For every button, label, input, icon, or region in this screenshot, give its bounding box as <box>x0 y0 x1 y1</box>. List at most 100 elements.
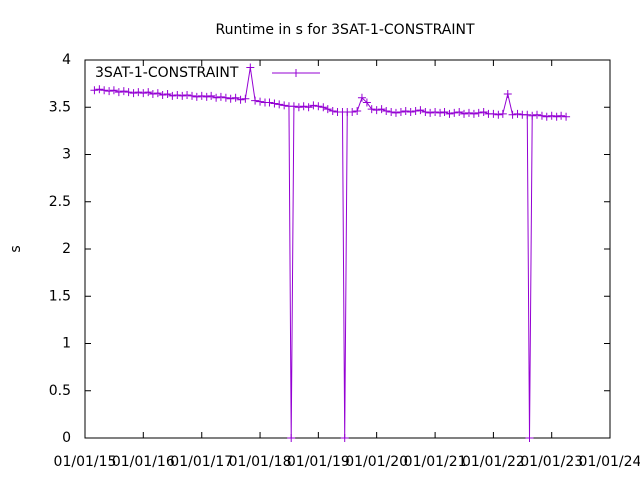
data-point <box>129 89 138 98</box>
data-point <box>387 107 396 116</box>
data-point <box>114 88 123 97</box>
data-point <box>207 91 216 100</box>
data-point <box>231 93 240 102</box>
data-point <box>289 102 298 111</box>
data-point <box>173 90 182 99</box>
y-tick-label: 3.5 <box>49 99 71 115</box>
x-tick-label: 01/01/15 <box>54 454 117 470</box>
data-point <box>109 86 118 95</box>
x-tick-label: 01/01/18 <box>229 454 292 470</box>
data-point <box>537 111 546 120</box>
data-point <box>523 110 532 119</box>
data-point <box>105 87 114 96</box>
data-point <box>309 101 318 110</box>
data-point <box>319 103 328 112</box>
y-tick-label: 2 <box>62 241 71 257</box>
x-tick-label: 01/01/17 <box>170 454 233 470</box>
y-tick-label: 1.5 <box>49 288 71 304</box>
data-point <box>275 100 284 109</box>
data-point <box>396 107 405 116</box>
data-point <box>144 88 153 97</box>
data-point <box>168 91 177 100</box>
x-tick-label: 01/01/16 <box>112 454 175 470</box>
x-tick-label: 01/01/20 <box>345 454 408 470</box>
data-point <box>542 112 551 121</box>
x-tick-label: 01/01/22 <box>462 454 525 470</box>
chart-title: Runtime in s for 3SAT-1-CONSTRAINT <box>216 22 475 38</box>
data-point <box>100 86 109 95</box>
data-point <box>445 109 454 118</box>
y-tick-label: 2.5 <box>49 194 71 210</box>
data-point <box>124 88 133 97</box>
data-point <box>474 108 483 117</box>
data-point <box>431 107 440 116</box>
data-point <box>533 110 542 119</box>
data-point <box>353 107 362 116</box>
data-point <box>513 109 522 118</box>
data-point <box>265 98 274 107</box>
x-tick-label: 01/01/24 <box>579 454 640 470</box>
data-point <box>287 434 296 442</box>
data-point <box>525 434 534 442</box>
data-point <box>562 112 571 121</box>
y-tick-label: 0.5 <box>49 383 71 399</box>
data-point <box>251 96 260 105</box>
data-point <box>183 90 192 99</box>
data-point <box>148 90 157 99</box>
data-point <box>340 434 349 442</box>
x-tick-label: 01/01/21 <box>404 454 467 470</box>
data-point <box>158 90 167 99</box>
data-point <box>139 89 148 98</box>
data-point <box>426 108 435 117</box>
data-point <box>153 89 162 98</box>
data-point <box>416 106 425 115</box>
y-axis-label: s <box>8 245 24 252</box>
y-tick-label: 1 <box>62 336 71 352</box>
data-point <box>382 107 391 116</box>
data-point <box>95 85 104 94</box>
data-point <box>323 105 332 114</box>
data-point <box>236 95 245 104</box>
data-point <box>406 107 415 116</box>
data-point <box>280 101 289 110</box>
data-point <box>221 93 230 102</box>
legend-swatch <box>272 69 320 77</box>
data-point <box>440 107 449 116</box>
data-point <box>299 102 308 111</box>
data-point <box>202 92 211 101</box>
data-point <box>498 109 507 118</box>
data-point <box>455 107 464 116</box>
data-point <box>494 110 503 119</box>
data-point <box>362 98 371 107</box>
data-point <box>436 108 445 117</box>
data-point <box>188 91 197 100</box>
data-point <box>163 90 172 99</box>
data-point <box>391 108 400 117</box>
data-point <box>421 107 430 116</box>
data-point <box>90 86 99 95</box>
data-point <box>401 107 410 116</box>
y-tick-label: 0 <box>62 430 71 446</box>
data-point <box>241 94 250 103</box>
data-point <box>377 105 386 114</box>
data-point <box>294 103 303 112</box>
data-point <box>119 87 128 96</box>
data-point <box>348 107 357 116</box>
y-tick-label: 3 <box>62 147 71 163</box>
data-point <box>528 111 537 120</box>
x-tick-label: 01/01/19 <box>287 454 350 470</box>
data-point <box>246 63 255 72</box>
data-point <box>460 109 469 118</box>
data-point <box>226 94 235 103</box>
data-point <box>411 107 420 116</box>
data-point <box>372 106 381 115</box>
data-point <box>557 111 566 120</box>
data-point <box>489 109 498 118</box>
data-point <box>479 107 488 116</box>
y-tick-label: 4 <box>62 52 71 68</box>
data-point <box>212 93 221 102</box>
data-point <box>552 112 561 121</box>
data-point <box>547 111 556 120</box>
data-point <box>328 107 337 116</box>
